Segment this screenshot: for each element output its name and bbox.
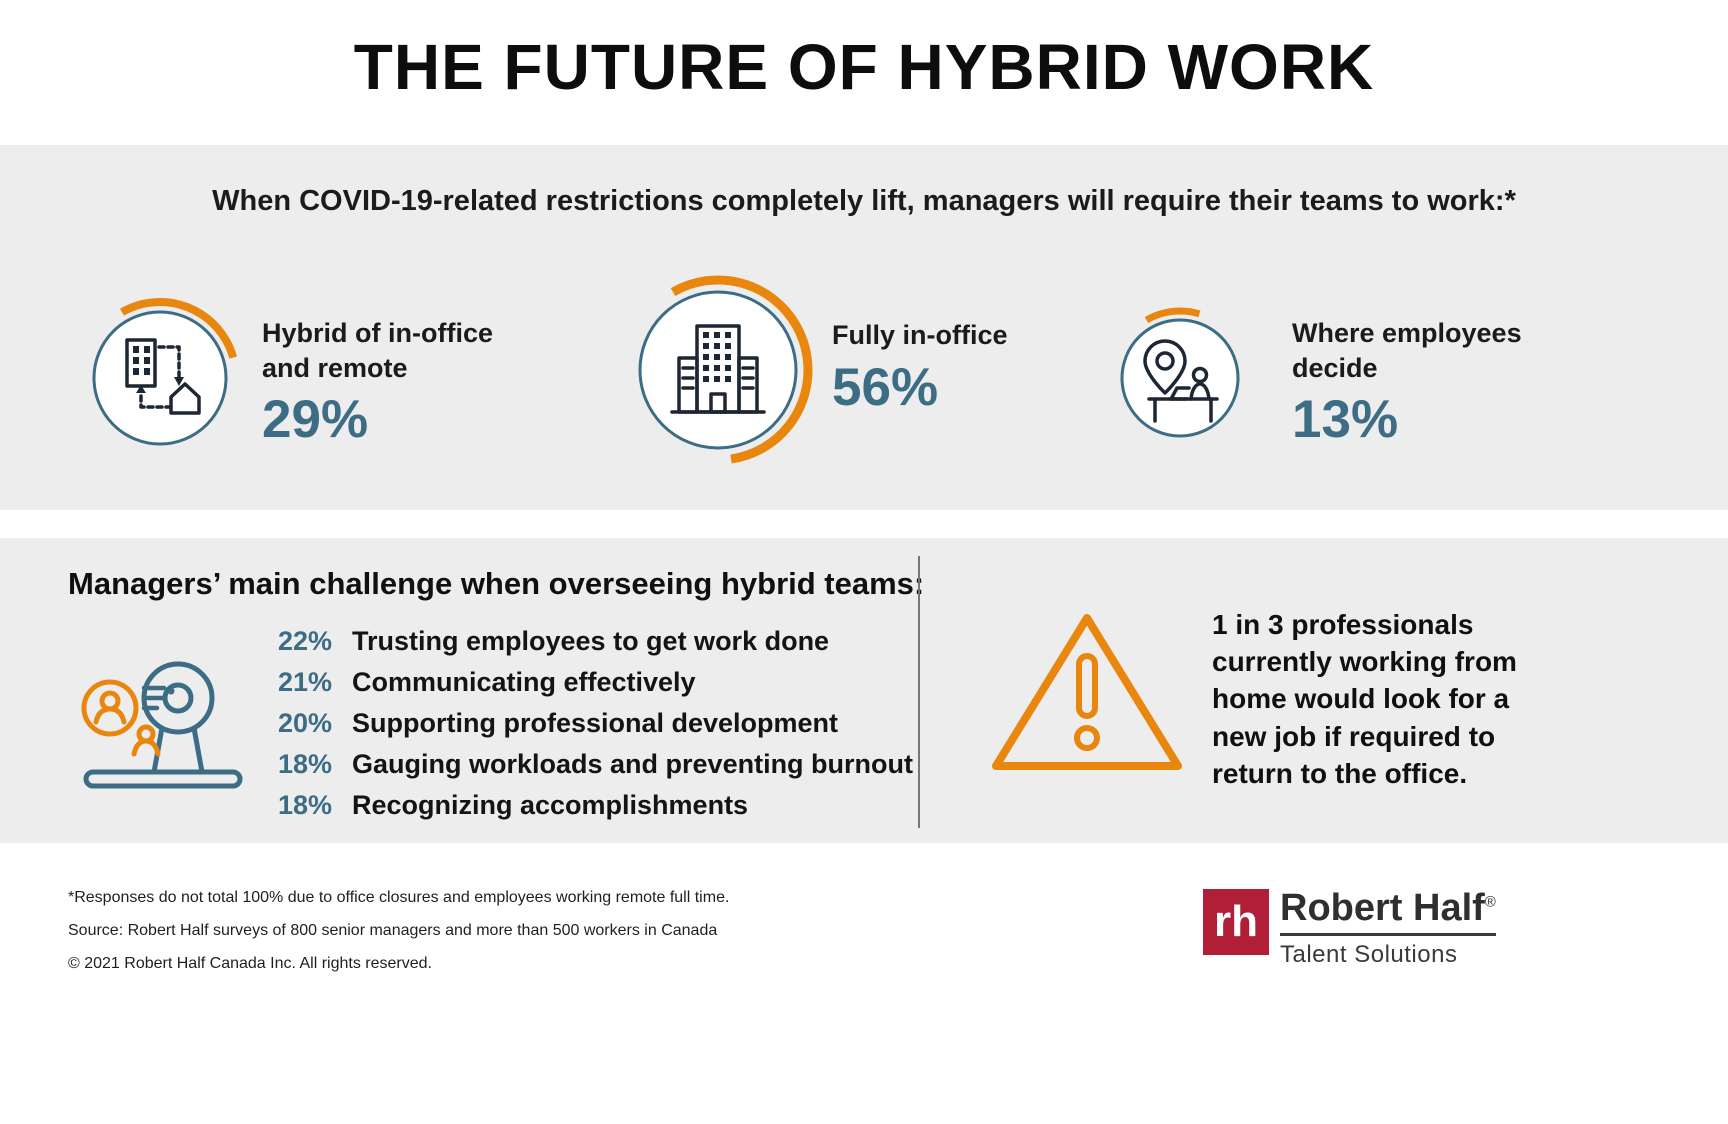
webcam-laptop-icon [58, 630, 268, 810]
challenge-pct: 18% [278, 749, 333, 779]
challenge-pct: 21% [278, 667, 333, 697]
stat-circle-decide [1105, 303, 1255, 453]
section2-band [0, 538, 1728, 843]
stat-circle-office [618, 270, 818, 470]
employee-choice-icon [1109, 307, 1251, 449]
registered-mark: ® [1484, 893, 1496, 911]
footnote-source: Source: Robert Half surveys of 800 senio… [68, 922, 718, 939]
challenge-label: Trusting employees to get work done [352, 626, 830, 656]
challenge-row: 18% Recognizing accomplishments [278, 790, 913, 821]
challenge-label: Gauging workloads and preventing burnout [352, 749, 914, 779]
challenge-label: Communicating effectively [352, 667, 696, 697]
challenge-row: 22% Trusting employees to get work done [278, 626, 913, 657]
stat-office-label: Fully in-office [832, 320, 1008, 350]
page-title: THE FUTURE OF HYBRID WORK [353, 31, 1375, 103]
callout-text: 1 in 3 professionals currently working f… [1212, 609, 1517, 789]
stat-circle-hybrid [75, 293, 245, 463]
stat-office: Fully in-office 56% [832, 318, 1062, 418]
building-home-icon [79, 298, 240, 458]
footnotes: *Responses do not total 100% due to offi… [68, 889, 729, 988]
warning-triangle-icon [982, 598, 1192, 788]
logo-text-block: Robert Half® Talent Solutions [1280, 889, 1496, 969]
challenge-list: 22% Trusting employees to get work done … [278, 626, 913, 831]
challenge-label: Recognizing accomplishments [352, 790, 749, 820]
section2-divider [918, 556, 920, 828]
challenge-pct: 20% [278, 708, 333, 738]
stat-decide-value: 13% [1292, 390, 1399, 450]
logo-rule [1280, 933, 1496, 936]
challenge-row: 20% Supporting professional development [278, 708, 913, 739]
section1-heading: When COVID-19-related restrictions compl… [212, 185, 1516, 217]
challenge-label: Supporting professional development [352, 708, 839, 738]
footnote-responses: *Responses do not total 100% due to offi… [68, 889, 730, 906]
stat-office-value: 56% [832, 357, 939, 417]
robert-half-logo: rh Robert Half® Talent Solutions [1203, 889, 1496, 969]
challenge-pct: 18% [278, 790, 333, 820]
challenge-pct: 22% [278, 626, 333, 656]
stat-decide: Where employees decide 13% [1292, 316, 1527, 450]
section2-heading: Managers’ main challenge when overseeing… [68, 566, 925, 601]
stat-decide-label: Where employees decide [1292, 318, 1522, 383]
logo-name-text: Robert Half [1280, 887, 1485, 929]
office-building-icon [623, 275, 813, 465]
section1-band [0, 145, 1728, 510]
stat-hybrid-label: Hybrid of in-office and remote [262, 318, 493, 383]
logo-name: Robert Half® [1280, 889, 1496, 927]
challenge-row: 18% Gauging workloads and preventing bur… [278, 749, 913, 780]
rh-monogram: rh [1203, 889, 1269, 955]
footnote-copyright: © 2021 Robert Half Canada Inc. All right… [68, 955, 432, 972]
challenge-row: 21% Communicating effectively [278, 667, 913, 698]
stat-hybrid: Hybrid of in-office and remote 29% [262, 316, 497, 450]
stat-hybrid-value: 29% [262, 390, 369, 450]
logo-tagline: Talent Solutions [1280, 941, 1458, 968]
